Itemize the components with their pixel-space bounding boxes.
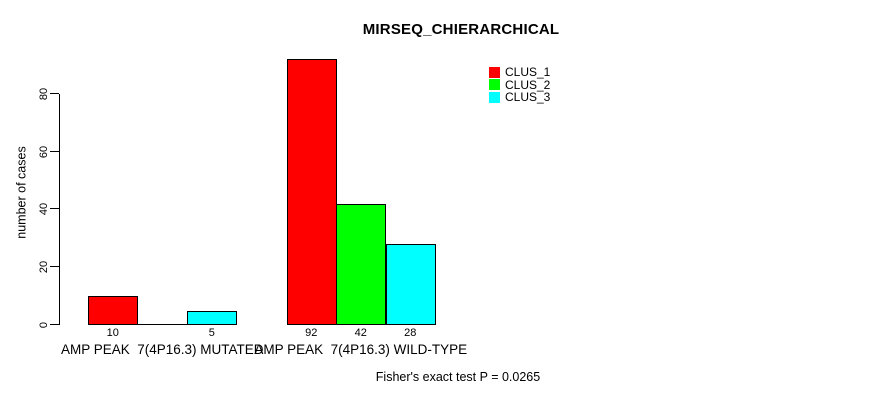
x-category-label: AMP PEAK 7(4P16.3) WILD-TYPE — [254, 342, 468, 357]
legend-swatch-clus_3 — [489, 91, 500, 103]
bar-value-label: 92 — [305, 327, 318, 339]
y-tick — [50, 266, 59, 267]
bar-value-label: 28 — [404, 327, 417, 339]
legend-label: CLUS_3 — [505, 90, 551, 105]
bar-clus_3-group1 — [187, 311, 237, 325]
legend-label: CLUS_1 — [505, 65, 551, 79]
y-tick — [50, 151, 59, 152]
y-tick — [50, 324, 59, 325]
bar-value-label: 42 — [354, 327, 367, 339]
y-tick — [50, 208, 59, 209]
y-tick — [50, 93, 59, 94]
bar-clus_2-group1 — [137, 324, 188, 325]
bar-clus_1-group2 — [286, 59, 337, 325]
annotation-text: Fisher's exact test P = 0.0265 — [375, 370, 541, 384]
bar-clus_1-group1 — [88, 296, 138, 325]
bar-clus_2-group2 — [336, 204, 386, 325]
legend-label: CLUS_2 — [505, 77, 551, 92]
bar-value-label: 5 — [208, 327, 215, 339]
chart-title: MIRSEQ_CHIERARCHICAL — [362, 21, 560, 38]
bar-clus_3-group2 — [385, 244, 436, 325]
legend-swatch-clus_1 — [489, 66, 500, 78]
y-axis-line — [59, 94, 60, 325]
legend-swatch-clus_2 — [489, 79, 500, 91]
x-category-label: AMP PEAK 7(4P16.3) MUTATED — [60, 342, 264, 357]
bar-value-label: 10 — [106, 327, 119, 339]
